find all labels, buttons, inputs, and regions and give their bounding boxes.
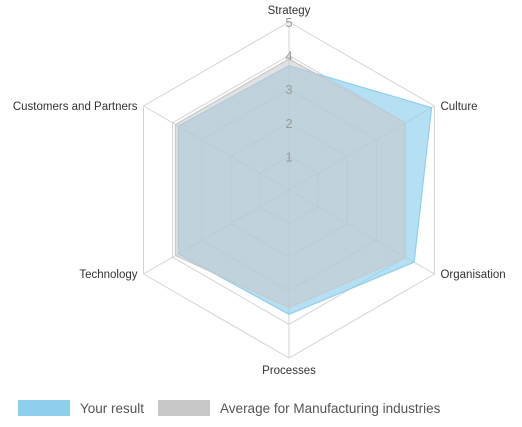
tick-label-3: 3: [285, 82, 292, 97]
tick-label-1: 1: [285, 149, 292, 164]
axis-label-technology: Technology: [79, 269, 137, 281]
radar-series: [174, 58, 433, 315]
legend: Your result Average for Manufacturing in…: [18, 400, 454, 416]
axis-label-processes: Processes: [262, 365, 316, 377]
axis-label-culture: Culture: [440, 101, 477, 113]
legend-item-industry-average[interactable]: Average for Manufacturing industries: [158, 400, 440, 416]
legend-swatch-your-result: [18, 400, 70, 416]
legend-item-your-result[interactable]: Your result: [18, 400, 144, 416]
tick-label-4: 4: [285, 49, 292, 64]
legend-label-industry-average: Average for Manufacturing industries: [220, 400, 441, 416]
axis-labels: Strategy Culture Organisation Processes Tech…: [13, 5, 506, 377]
series-area-1: [174, 58, 406, 309]
tick-labels: 1 2 3 4 5: [285, 15, 292, 164]
tick-label-2: 2: [285, 116, 292, 131]
legend-label-your-result: Your result: [80, 400, 145, 416]
axis-label-organisation: Organisation: [440, 269, 505, 281]
axis-label-customers-and-partners: Customers and Partners: [13, 101, 138, 113]
axis-label-strategy: Strategy: [268, 5, 311, 17]
legend-swatch-industry-average: [158, 400, 211, 416]
tick-label-5: 5: [285, 15, 292, 30]
